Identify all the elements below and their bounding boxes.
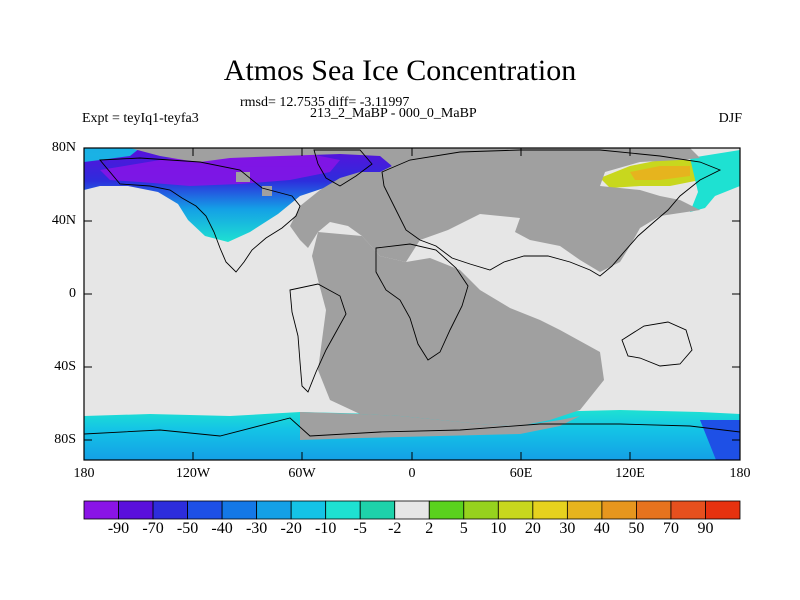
colorbar-swatch [83,500,119,520]
colorbar-swatch [394,500,430,520]
colorbar-label: -50 [176,520,199,537]
lon-label-60e: 60E [509,466,533,481]
coastline-australia [621,321,693,367]
coastline-eurasia [381,149,722,277]
colorbar-label: -10 [315,520,337,537]
lon-label-60w: 60W [288,466,316,481]
lat-label-40n: 40N [51,213,76,228]
colorbar-swatch [428,500,465,520]
siberian-positive-core [630,166,690,180]
season-label: DJF [718,111,742,126]
colorbar-swatch [290,500,327,520]
lon-ticks [83,148,741,460]
coastline-africa [375,243,469,361]
colorbar-swatch [221,500,258,520]
colorbar-label: -40 [211,520,233,537]
colorbar-label: -2 [388,520,402,537]
colorbar-label: -30 [245,520,268,537]
stats-text: rmsd= 12.7535 diff= -3.11997 [240,95,410,110]
colorbar-swatch [187,500,223,520]
colorbar-swatch [325,500,361,520]
land-north [130,148,700,272]
colorbar-label: 30 [559,520,576,537]
coastline-antarctica [84,417,740,437]
antarctic-deep-anomaly [700,420,740,460]
colorbar-swatch [705,500,741,520]
colorbar-swatch [601,500,637,520]
lat-label-80s: 80S [54,432,76,447]
map-field [84,148,740,460]
colorbar-label: 50 [628,520,645,537]
colorbar-label: 5 [459,520,468,537]
colorbar-label: 70 [662,520,679,537]
colorbar-label: -5 [353,520,367,537]
lon-label-180w: 180 [73,466,95,481]
colorbar-label: 20 [524,520,541,537]
colorbar-label: 2 [425,520,434,537]
arctic-deep-anomaly [100,150,340,186]
lat-label-40s: 40S [54,359,76,374]
lat-label-eq: 0 [69,286,76,301]
colorbar-label: -70 [142,520,164,537]
lon-label-0: 0 [408,466,416,481]
arctic-edge-anomaly [84,148,140,162]
colorbar-swatch [152,500,188,520]
land-island [262,186,272,196]
land-central [312,232,604,426]
coastline-south-america [289,283,347,393]
lon-label-180e: 180 [729,466,751,481]
colorbar-label: 10 [490,520,507,537]
lon-label-120w: 120W [175,466,211,481]
land-island [236,172,250,182]
colorbar-swatch [566,500,603,520]
colorbar-label: 90 [697,520,714,537]
map-title: Atmos Sea Ice Concentration [223,54,577,87]
colorbar-label: 40 [593,520,610,537]
colorbar-label: -90 [107,520,130,537]
colorbar-swatch [359,500,396,520]
siberian-edge [690,150,740,212]
colorbar-swatch [497,500,534,520]
colorbar-swatch [118,500,154,520]
colorbar-swatch [256,500,292,520]
colorbar-swatch [532,500,568,520]
colorbar [83,500,741,520]
lon-label-120e: 120E [615,466,645,481]
experiment-label: Expt = teyIq1-teyfa3 [82,111,199,126]
lat-ticks [84,147,740,441]
colorbar-swatch [463,500,499,520]
coastline-north-america [99,157,301,273]
colorbar-label: -20 [280,520,302,537]
lat-label-80n: 80N [51,140,76,155]
coastline-greenland [313,149,373,187]
colorbar-swatch [670,500,706,520]
coastlines [84,149,740,437]
period-label: 213_2_MaBP - 000_0_MaBP [310,106,477,121]
colorbar-swatch [636,500,672,520]
